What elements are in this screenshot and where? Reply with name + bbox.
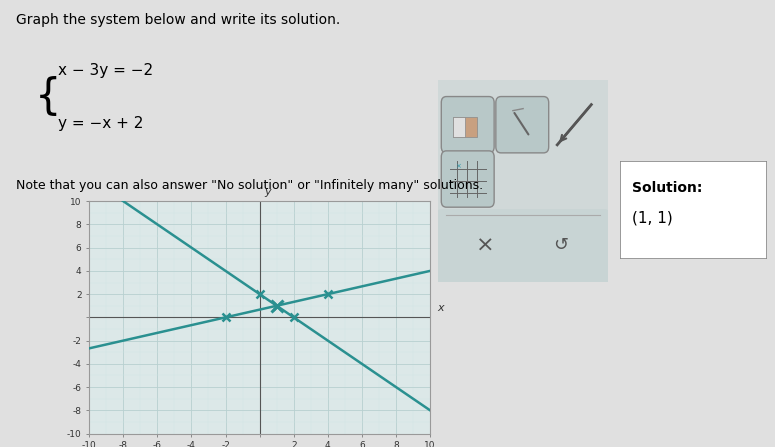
Bar xyxy=(453,117,465,137)
Text: ↺: ↺ xyxy=(553,236,568,254)
FancyBboxPatch shape xyxy=(435,76,611,286)
Text: Graph the system below and write its solution.: Graph the system below and write its sol… xyxy=(16,13,339,27)
Text: x: x xyxy=(437,304,443,313)
Text: y: y xyxy=(265,186,271,197)
Text: Note that you can also answer "No solution" or "Infinitely many" solutions.: Note that you can also answer "No soluti… xyxy=(16,179,483,192)
Text: {: { xyxy=(35,76,61,118)
Text: ×: × xyxy=(456,163,461,169)
FancyBboxPatch shape xyxy=(620,161,767,259)
Text: x − 3y = −2: x − 3y = −2 xyxy=(58,63,153,78)
FancyBboxPatch shape xyxy=(436,209,610,284)
Text: Solution:: Solution: xyxy=(632,181,702,194)
FancyBboxPatch shape xyxy=(441,97,494,153)
Bar xyxy=(453,117,477,137)
FancyBboxPatch shape xyxy=(441,151,494,207)
Text: (1, 1): (1, 1) xyxy=(632,211,673,225)
FancyBboxPatch shape xyxy=(496,97,549,153)
Text: ×: × xyxy=(477,236,495,255)
Text: y = −x + 2: y = −x + 2 xyxy=(58,116,143,131)
